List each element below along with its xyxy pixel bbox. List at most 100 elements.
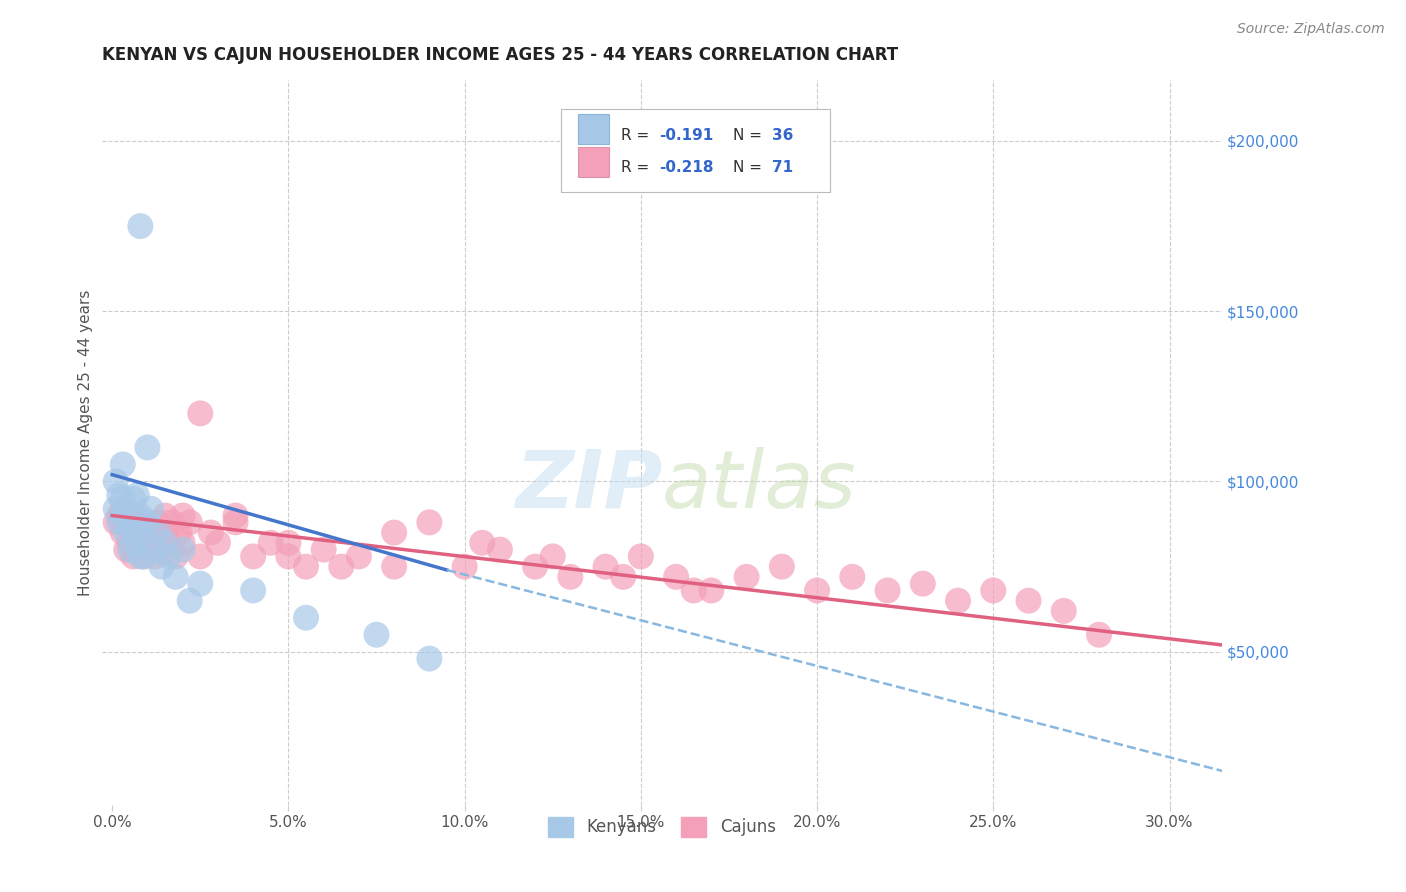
Point [911,576,934,591]
Point [122,536,145,550]
Point [104,475,127,489]
Y-axis label: Householder Income Ages 25 - 44 years: Householder Income Ages 25 - 44 years [79,289,93,596]
Point [700,583,723,598]
Point [146,516,169,530]
Point [118,542,141,557]
Point [108,508,131,523]
Point [295,559,318,574]
Point [225,516,247,530]
Point [382,559,405,574]
Point [165,570,187,584]
Text: KENYAN VS CAJUN HOUSEHOLDER INCOME AGES 25 - 44 YEARS CORRELATION CHART: KENYAN VS CAJUN HOUSEHOLDER INCOME AGES … [101,46,897,64]
Point [876,583,898,598]
Text: R =: R = [620,160,654,175]
Point [132,536,155,550]
Point [125,488,148,502]
Point [129,516,152,530]
Point [806,583,828,598]
Point [104,516,127,530]
Point [132,549,155,564]
Point [136,441,159,455]
Point [981,583,1004,598]
Point [153,536,176,550]
Point [1018,593,1040,607]
Text: ZIP: ZIP [515,447,662,524]
Point [125,508,148,523]
Point [136,516,159,530]
Point [188,576,211,591]
Point [139,525,162,540]
Point [165,549,187,564]
Point [207,536,229,550]
Point [260,536,283,550]
Point [118,518,141,533]
Point [347,549,370,564]
Point [167,525,190,540]
Point [295,611,318,625]
Point [277,536,299,550]
Bar [578,146,609,177]
Point [157,549,180,564]
Point [108,516,131,530]
Point [735,570,758,584]
Text: -0.218: -0.218 [658,160,713,175]
Point [129,525,152,540]
Point [115,501,138,516]
Point [136,516,159,530]
Point [179,593,201,607]
Point [115,516,138,530]
Point [108,488,131,502]
Point [382,525,405,540]
Point [115,525,138,540]
Point [418,651,440,665]
Point [489,542,512,557]
Point [242,583,264,598]
Text: N =: N = [733,160,766,175]
Point [122,549,145,564]
Point [179,516,201,530]
Point [122,491,145,506]
Text: N =: N = [733,128,766,143]
Point [118,536,141,550]
Point [132,549,155,564]
Point [111,508,134,523]
Point [153,525,176,540]
Text: R =: R = [620,128,654,143]
Point [612,570,634,584]
Point [136,542,159,557]
Point [139,501,162,516]
Point [150,559,173,574]
Point [172,542,194,557]
Point [366,628,388,642]
Point [1088,628,1111,642]
Point [157,536,180,550]
Point [143,542,166,557]
Text: -0.191: -0.191 [658,128,713,143]
Point [143,549,166,564]
Point [129,508,152,523]
Point [560,570,582,584]
Point [946,593,969,607]
Point [153,508,176,523]
Point [150,542,173,557]
Point [188,549,211,564]
Point [665,570,688,584]
Point [129,219,152,233]
Point [277,549,299,564]
Bar [578,114,609,145]
Point [160,516,183,530]
Point [242,549,264,564]
Text: 71: 71 [772,160,793,175]
Point [111,458,134,472]
Point [1053,604,1076,618]
Point [111,501,134,516]
Point [122,525,145,540]
Point [471,536,494,550]
Point [172,508,194,523]
Point [541,549,564,564]
Point [104,501,127,516]
Point [118,508,141,523]
Point [312,542,335,557]
Text: 36: 36 [772,128,793,143]
Point [125,542,148,557]
